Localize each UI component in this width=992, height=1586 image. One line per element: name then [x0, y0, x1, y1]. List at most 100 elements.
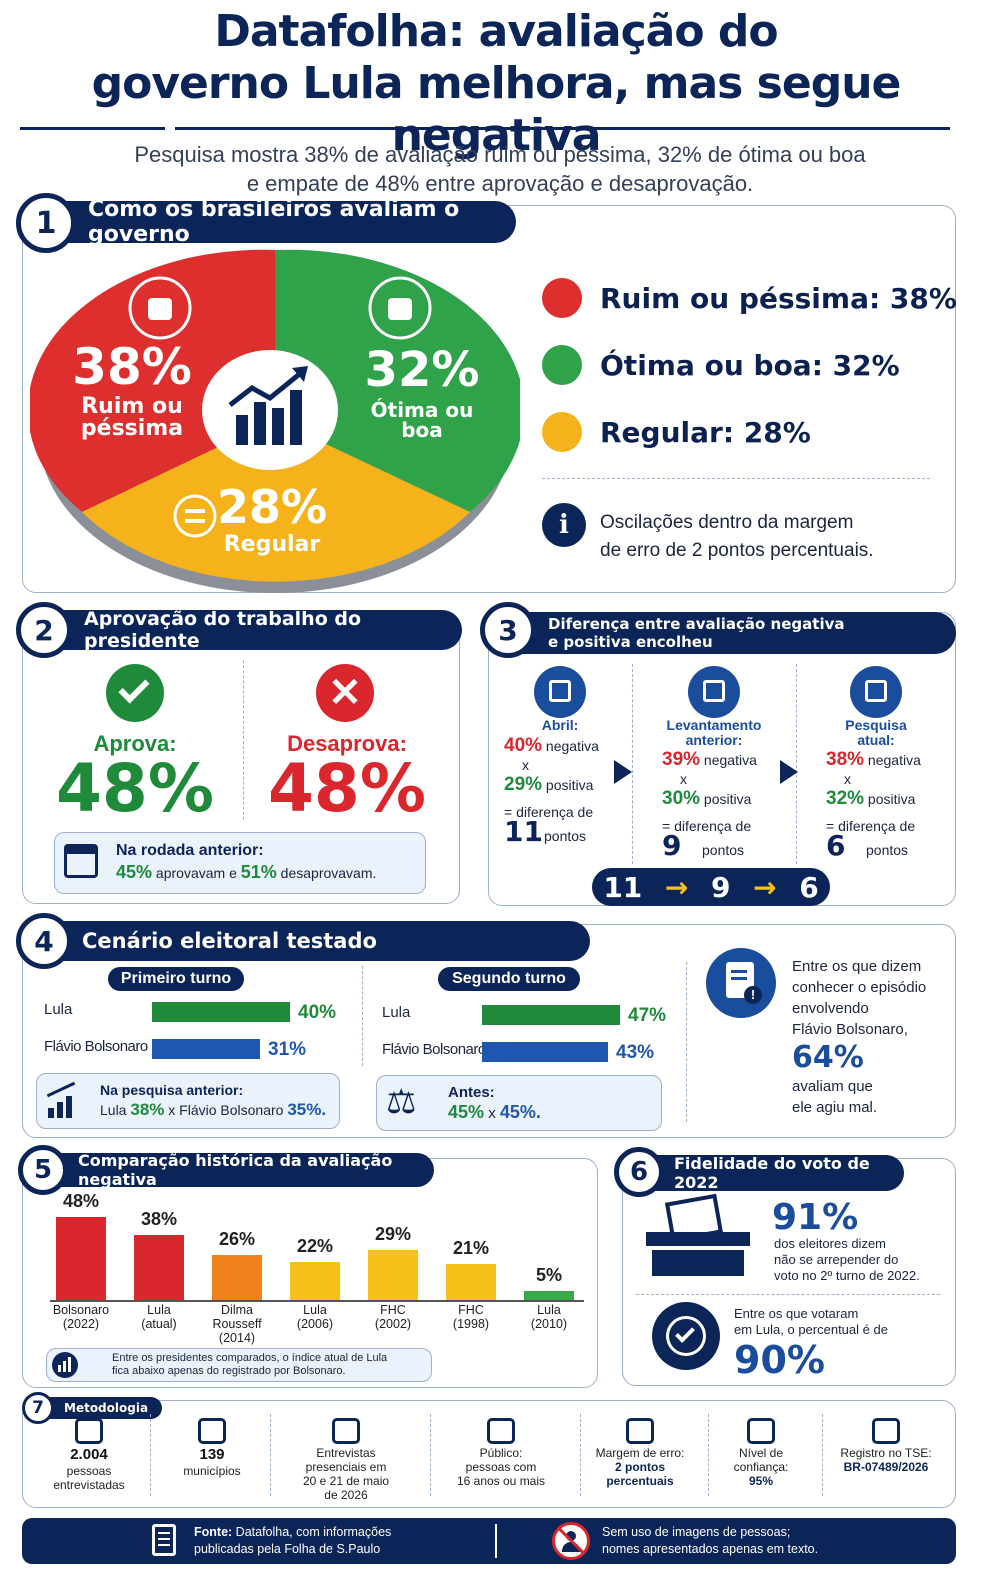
bar: [290, 1262, 340, 1300]
bar-value-label: 48%: [62, 1191, 100, 1212]
aprova-value: 48%: [56, 750, 214, 827]
source-text: Fonte: Datafolha, com informações public…: [194, 1525, 392, 1556]
pie-label-regular: 28% Regular: [216, 480, 328, 557]
section-number: 7: [22, 1392, 54, 1424]
page-title: Datafolha: avaliação do governo Lula mel…: [91, 6, 902, 161]
candidate-name: Lula: [382, 1004, 411, 1021]
pie-slice-regular: [82, 420, 470, 582]
check-icon: [106, 664, 164, 722]
bar-value-label: 26%: [218, 1229, 256, 1250]
person-icon: [487, 1418, 515, 1444]
document-icon: [152, 1524, 176, 1556]
before-note: [376, 1075, 662, 1131]
pie-chart: [30, 249, 520, 593]
map-pin-icon: [198, 1418, 226, 1444]
bar: [368, 1250, 418, 1300]
divider: [430, 1414, 431, 1496]
previous-poll-note: [36, 1073, 340, 1129]
section-7-title: Metodologia: [38, 1397, 162, 1419]
lula-voters-pct: 90%: [734, 1338, 825, 1382]
bar: [56, 1217, 106, 1300]
section-number: 2: [16, 602, 72, 658]
bar-value-label: 21%: [452, 1237, 490, 1258]
note-text: Entre os presidentes comparados, o índic…: [112, 1352, 388, 1377]
episode-note: Entre os que dizem conhecer o episódio e…: [792, 958, 927, 1116]
info-note: Oscilações dentro da margem de erro de 2…: [600, 512, 874, 561]
column-values: 38% negativa x 32% positiva = diferença de 6…: [826, 749, 921, 862]
divider: [243, 660, 244, 820]
pie-label-otima: 32% Ótima ou boa: [364, 342, 480, 442]
section-number: 1: [16, 193, 76, 253]
category-label: Lula (atual): [141, 1303, 177, 1331]
thumbs-up-icon: [368, 276, 432, 340]
thumbs-down-icon: [128, 276, 192, 340]
desaprova-label: Desaprova:: [287, 731, 407, 756]
trend-pill: 11 → 9 → 6: [592, 868, 830, 906]
desaprova-value: 48%: [268, 750, 426, 827]
legend-swatch: [542, 345, 582, 385]
shield-check-icon: [747, 1418, 775, 1444]
bar-value: 43%: [616, 1042, 655, 1063]
column-heading: Pesquisa atual:: [845, 717, 907, 748]
bar: [134, 1234, 184, 1300]
column-values: 39% negativa x 30% positiva = diferença de 9…: [662, 749, 757, 862]
fidelity-text: dos eleitores dizem não se arrepender do…: [774, 1236, 920, 1283]
column-heading: Abril:: [541, 717, 579, 733]
history-note: [46, 1348, 432, 1382]
legend-item-regular: Regular: 28%: [542, 412, 811, 452]
column-heading: Levantamento anterior:: [666, 717, 762, 748]
methodology-item: 139 municípios: [160, 1412, 264, 1504]
tab-segundo-turno: Segundo turno: [438, 967, 580, 991]
legend-swatch: [542, 412, 582, 452]
ballot-box-icon: [646, 1193, 750, 1278]
divider: [175, 127, 950, 130]
arrow-right-icon: [614, 760, 632, 784]
category-label: Bolsonaro (2022): [52, 1303, 110, 1331]
legend-swatch: [542, 278, 582, 318]
section-3-card: [488, 612, 956, 906]
bar: [524, 1291, 574, 1300]
registry-icon: [872, 1418, 900, 1444]
privacy-note: Sem uso de imagens de pessoas; nomes apr…: [602, 1525, 819, 1556]
candidate-name: Flávio Bolsonaro: [382, 1041, 486, 1058]
chart-growth-icon: [228, 366, 308, 445]
section-5-title: Comparação histórica da avaliação negati…: [42, 1151, 434, 1189]
chart-growth-icon: [46, 1081, 80, 1118]
section-1-title: Como os brasileiros avaliam o governo: [42, 197, 516, 247]
bar-chart-icon: [52, 1352, 78, 1378]
candidate-name: Lula: [44, 1001, 73, 1018]
note-text: 45% x 45%.: [448, 1102, 541, 1122]
previous-round-note: [54, 832, 426, 894]
section-number: 3: [480, 602, 536, 658]
section-number: 4: [16, 913, 72, 969]
methodology-item: Margem de erro: 2 pontos percentuais: [578, 1412, 702, 1504]
note-title: Na rodada anterior:: [116, 842, 264, 859]
divider: [270, 1414, 271, 1496]
divider: [362, 966, 363, 1066]
bar-value-label: 29%: [374, 1224, 412, 1245]
category-label: Lula (2006): [296, 1303, 334, 1331]
section-6-title: Fidelidade do voto de 2022: [640, 1154, 904, 1192]
calendar-icon: [534, 666, 586, 718]
pie-slice-otima: [275, 249, 520, 512]
note-title: Antes:: [448, 1084, 495, 1101]
bar-value-label: 22%: [296, 1236, 334, 1257]
footer: [22, 1518, 956, 1564]
section-4-title: Cenário eleitoral testado: [42, 921, 590, 961]
divider: [632, 664, 633, 864]
divider: [822, 1414, 823, 1496]
document-alert-icon: !: [706, 948, 776, 1018]
pie-label-ruim: 38% Ruim ou péssima: [72, 338, 192, 441]
bar: [446, 1263, 496, 1300]
timeline-column: Pesquisa atual: 38% negativa x 32% positiva =…: [796, 666, 956, 866]
badge-check-icon: [652, 1302, 720, 1370]
note-text: Lula 38% x Flávio Bolsonaro 35%.: [100, 1100, 327, 1119]
legend-item-ruim: Ruim ou péssima: 38%: [542, 278, 957, 318]
pie-slice-ruim: [30, 249, 275, 512]
note-text: 45% aprovavam e 51% desaprovavam.: [116, 862, 377, 882]
legend-item-otima: Ótima ou boa: 32%: [542, 345, 900, 385]
no-image-icon: [552, 1522, 590, 1560]
divider: [20, 127, 165, 130]
bar-value-label: 38%: [140, 1208, 178, 1229]
category-label: FHC (2002): [374, 1303, 412, 1331]
